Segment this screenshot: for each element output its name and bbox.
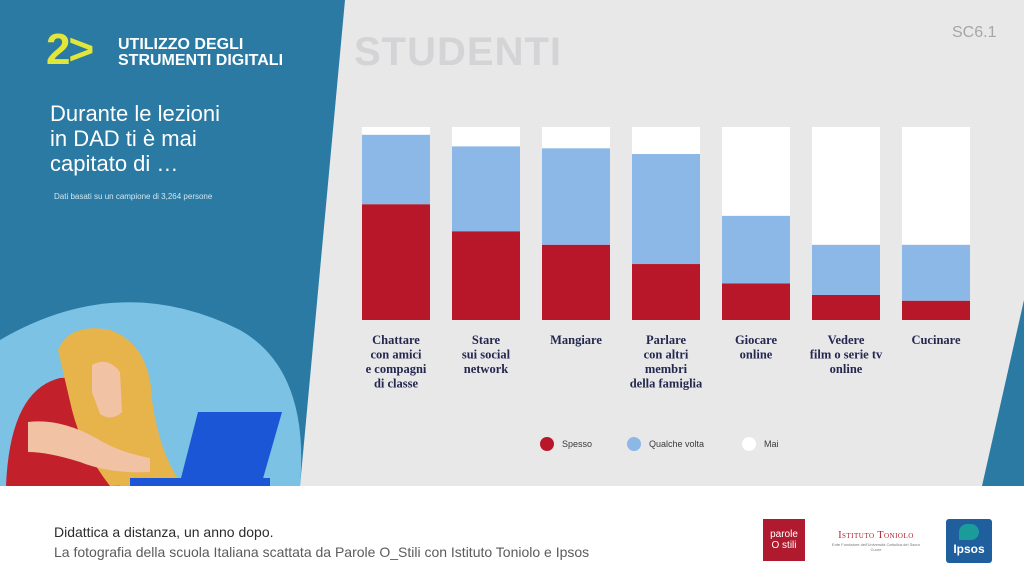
laptop-icon — [180, 412, 282, 482]
legend-label-spesso: Spesso — [562, 439, 593, 449]
toniolo-logo-name: Istituto Toniolo — [838, 530, 914, 541]
bar-mai-6 — [812, 127, 880, 245]
bar-qualche-volta-3 — [542, 148, 610, 245]
ipsos-logo-label: Ipsos — [953, 542, 985, 556]
category-label-4-line-2: con altri — [644, 348, 689, 362]
question-line3: capitato di … — [50, 151, 179, 176]
bar-mai-1 — [362, 127, 430, 135]
bar-spesso-3 — [542, 244, 610, 320]
bar-mai-4 — [632, 127, 700, 155]
legend-swatch-qualche-volta — [627, 437, 641, 451]
bar-spesso-1 — [362, 204, 430, 320]
ipsos-mark-icon — [959, 524, 979, 540]
toniolo-logo[interactable]: Istituto Toniolo Ente Fondatore dell'Uni… — [828, 530, 924, 552]
category-label-2-line-1: Stare — [472, 333, 501, 347]
bar-spesso-5 — [722, 283, 790, 320]
parole-ostili-logo[interactable]: parole O stili — [763, 519, 805, 561]
stacked-bar-chart: Chattare con amici e compagni di classe Star… — [362, 127, 970, 391]
category-label-5: Giocare online — [735, 333, 778, 362]
bar-qualche-volta-1 — [362, 134, 430, 205]
category-label-6-line-1: Vedere — [828, 333, 865, 347]
legend-label-mai: Mai — [764, 439, 779, 449]
bar-qualche-volta-5 — [722, 215, 790, 284]
legend-item-spesso: Spesso — [540, 436, 592, 452]
laptop-base — [130, 478, 270, 486]
category-label-2-line-2: sui social — [462, 348, 511, 362]
footer-subtitle: La fotografia della scuola Italiana scat… — [54, 544, 590, 560]
category-label-6-line-2: film o serie tv — [810, 348, 883, 362]
section-number: 2> — [46, 25, 94, 74]
footer: Didattica a distanza, un anno dopo. La f… — [0, 486, 1024, 576]
bar-mai-5 — [722, 127, 790, 216]
legend-label-qualche-volta: Qualche volta — [649, 439, 705, 449]
bar-spesso-7 — [902, 300, 970, 320]
bar-spesso-2 — [452, 231, 520, 320]
bar-mai-3 — [542, 127, 610, 149]
ipsos-logo[interactable]: Ipsos — [946, 519, 992, 563]
category-label-1-line-2: con amici — [370, 348, 422, 362]
category-label-3-line-1: Mangiare — [550, 333, 602, 347]
bar-qualche-volta-7 — [902, 244, 970, 301]
category-label-4-line-3: membri — [645, 362, 688, 376]
bar-qualche-volta-4 — [632, 154, 700, 265]
footer-title: Didattica a distanza, un anno dopo. — [54, 524, 274, 540]
category-label-2: Stare sui social network — [462, 333, 511, 376]
student-arm — [28, 421, 150, 473]
bar-spesso-6 — [812, 294, 880, 320]
category-label-4-line-4: della famiglia — [630, 377, 703, 391]
bar-mai-2 — [452, 127, 520, 147]
survey-question: Durante le lezioni in DAD ti è mai capit… — [50, 101, 310, 176]
slide-code: SC6.1 — [952, 24, 997, 41]
sample-note: Dati basati su un campione di 3,264 pers… — [54, 192, 213, 201]
bar-qualche-volta-6 — [812, 244, 880, 295]
category-label-6: Vedere film o serie tv online — [810, 333, 883, 376]
category-label-1: Chattare con amici e compagni di classe — [366, 333, 427, 391]
bar-spesso-4 — [632, 264, 700, 320]
parole-logo-line2: O stili — [771, 540, 797, 551]
blue-corner-accent — [982, 300, 1024, 486]
legend-item-mai: Mai — [742, 436, 779, 452]
background-art — [0, 0, 1024, 486]
category-label-5-line-2: online — [740, 348, 773, 362]
slide-main: 2> UTILIZZO DEGLI STRUMENTI DIGITALI Dur… — [0, 0, 1024, 486]
category-label-1-line-4: di classe — [374, 377, 419, 391]
category-label-7: Cucinare — [911, 333, 961, 347]
toniolo-logo-subtitle: Ente Fondatore dell'Università Cattolica… — [831, 542, 921, 552]
question-line2: in DAD ti è mai — [50, 126, 197, 151]
section-title: UTILIZZO DEGLI STRUMENTI DIGITALI — [118, 37, 283, 69]
category-label-4-line-1: Parlare — [646, 333, 686, 347]
category-label-1-line-3: e compagni — [366, 362, 427, 376]
student-face — [92, 361, 122, 418]
parole-logo-line1: parole — [770, 529, 798, 540]
category-label-3: Mangiare — [550, 333, 602, 347]
legend-swatch-mai — [742, 437, 756, 451]
category-label-5-line-1: Giocare — [735, 333, 778, 347]
student-illustration — [6, 328, 282, 486]
section-title-line2: STRUMENTI DIGITALI — [118, 52, 284, 69]
category-label-4: Parlare con altri membri della famiglia — [630, 333, 703, 391]
category-label-1-line-1: Chattare — [372, 333, 420, 347]
section-title-line1: UTILIZZO DEGLI — [118, 36, 244, 53]
category-label-6-line-3: online — [830, 362, 863, 376]
legend-swatch-spesso — [540, 437, 554, 451]
legend-item-qualche-volta: Qualche volta — [627, 436, 704, 452]
category-label-7-line-1: Cucinare — [911, 333, 961, 347]
bar-mai-7 — [902, 127, 970, 245]
bar-qualche-volta-2 — [452, 146, 520, 232]
audience-label: STUDENTI — [354, 30, 562, 74]
question-line1: Durante le lezioni — [50, 101, 220, 126]
category-label-2-line-3: network — [464, 362, 508, 376]
